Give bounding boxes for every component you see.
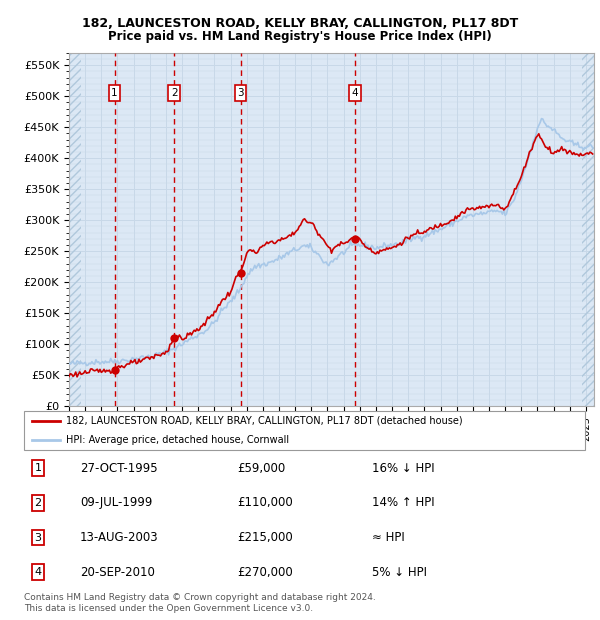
Bar bbox=[69, 53, 81, 406]
Text: 2: 2 bbox=[34, 498, 41, 508]
Bar bbox=[69, 53, 81, 406]
Text: 4: 4 bbox=[34, 567, 41, 577]
Text: 1: 1 bbox=[111, 88, 118, 98]
Text: 16% ↓ HPI: 16% ↓ HPI bbox=[372, 462, 434, 474]
Text: 09-JUL-1999: 09-JUL-1999 bbox=[80, 497, 152, 509]
Text: HPI: Average price, detached house, Cornwall: HPI: Average price, detached house, Corn… bbox=[66, 435, 289, 445]
Text: £215,000: £215,000 bbox=[237, 531, 293, 544]
Text: 5% ↓ HPI: 5% ↓ HPI bbox=[372, 566, 427, 578]
Text: 182, LAUNCESTON ROAD, KELLY BRAY, CALLINGTON, PL17 8DT (detached house): 182, LAUNCESTON ROAD, KELLY BRAY, CALLIN… bbox=[66, 415, 463, 426]
Text: 3: 3 bbox=[237, 88, 244, 98]
Text: 13-AUG-2003: 13-AUG-2003 bbox=[80, 531, 159, 544]
Text: 20-SEP-2010: 20-SEP-2010 bbox=[80, 566, 155, 578]
Text: Contains HM Land Registry data © Crown copyright and database right 2024.
This d: Contains HM Land Registry data © Crown c… bbox=[24, 593, 376, 613]
Text: 3: 3 bbox=[35, 533, 41, 542]
Text: 14% ↑ HPI: 14% ↑ HPI bbox=[372, 497, 434, 509]
Text: 27-OCT-1995: 27-OCT-1995 bbox=[80, 462, 158, 474]
Text: £59,000: £59,000 bbox=[237, 462, 286, 474]
Text: Price paid vs. HM Land Registry's House Price Index (HPI): Price paid vs. HM Land Registry's House … bbox=[108, 30, 492, 43]
Bar bbox=[582, 53, 594, 406]
Text: 182, LAUNCESTON ROAD, KELLY BRAY, CALLINGTON, PL17 8DT: 182, LAUNCESTON ROAD, KELLY BRAY, CALLIN… bbox=[82, 17, 518, 30]
Text: 4: 4 bbox=[352, 88, 359, 98]
FancyBboxPatch shape bbox=[24, 411, 585, 449]
Text: ≈ HPI: ≈ HPI bbox=[372, 531, 404, 544]
Text: 1: 1 bbox=[35, 463, 41, 473]
Text: £110,000: £110,000 bbox=[237, 497, 293, 509]
Text: 2: 2 bbox=[171, 88, 178, 98]
Bar bbox=[582, 53, 594, 406]
Text: £270,000: £270,000 bbox=[237, 566, 293, 578]
